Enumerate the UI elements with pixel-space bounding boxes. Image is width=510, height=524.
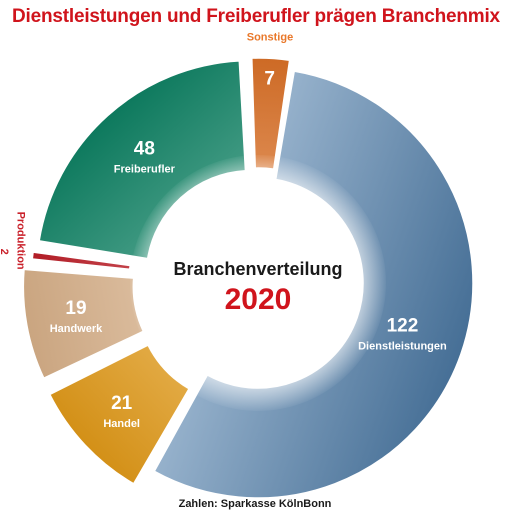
slice-label-dienstleistungen: Dienstleistungen (358, 341, 447, 353)
slice-value-handel: 21 (111, 393, 133, 414)
center-disc (163, 188, 353, 378)
slice-label-freiberufler: Freiberufler (114, 164, 176, 176)
source-note: Zahlen: Sparkasse KölnBonn (178, 498, 332, 510)
slice-label-produktion: Produktion (14, 212, 26, 270)
slice-labels: 122 Dienstleistungen 21 Handel 19 Handwerk 2 Pr… (0, 31, 447, 430)
slice-value-sonstige: 7 (264, 68, 275, 89)
center-year: 2020 (225, 283, 292, 316)
slice-label-sonstige: Sonstige (247, 31, 293, 43)
slice-value-handwerk: 19 (65, 298, 86, 319)
slice-label-handel: Handel (103, 418, 140, 430)
slice-value-freiberufler: 48 (134, 139, 155, 160)
chart-title: Dienstleistungen und Freiberufler prägen… (12, 6, 500, 27)
center-title: Branchenverteilung (173, 259, 342, 279)
slice-value-produktion: 2 (0, 249, 10, 255)
slice-produktion (31, 251, 132, 271)
slice-value-dienstleistungen: 122 (387, 316, 419, 337)
slice-label-handwerk: Handwerk (50, 323, 103, 335)
